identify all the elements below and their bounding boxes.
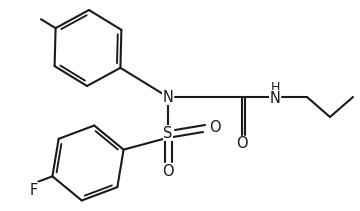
Text: O: O (236, 137, 248, 151)
Text: N: N (163, 89, 174, 104)
Text: S: S (163, 126, 173, 141)
Text: O: O (209, 119, 221, 134)
Text: H: H (270, 81, 280, 93)
Text: F: F (30, 183, 38, 198)
Text: N: N (270, 91, 280, 106)
Text: O: O (162, 165, 174, 180)
